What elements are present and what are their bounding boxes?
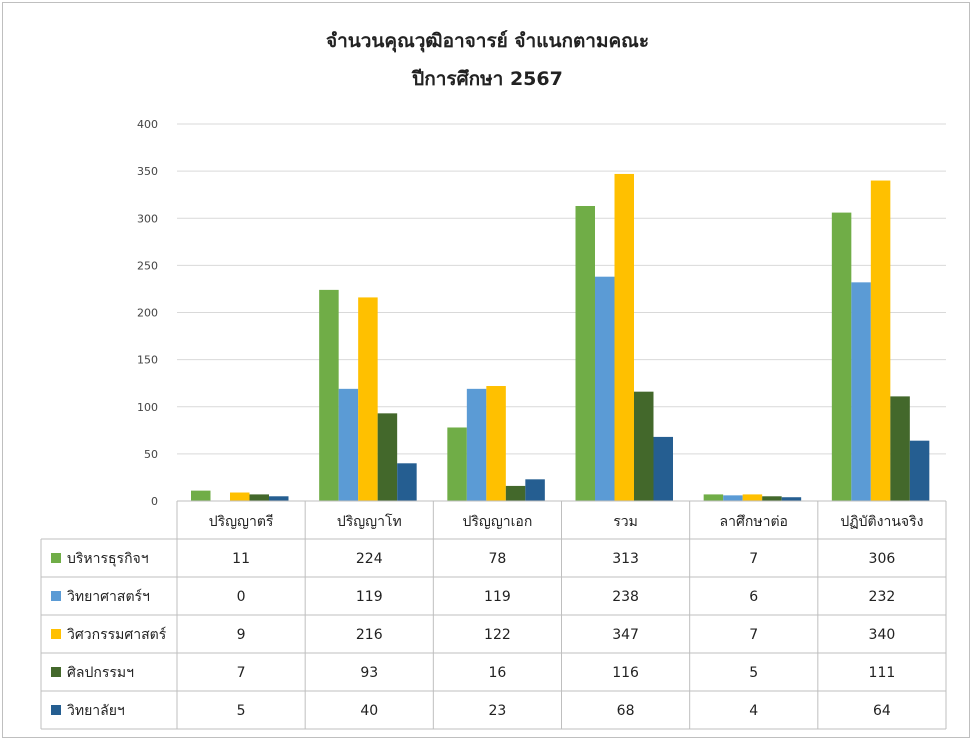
bar xyxy=(614,173,634,501)
x-category-label: ปริญญาโท xyxy=(337,513,402,530)
data-label: 64 xyxy=(873,703,891,719)
y-tick-label: 350 xyxy=(137,165,158,178)
bar xyxy=(595,276,615,501)
data-label: 116 xyxy=(612,665,639,681)
bar xyxy=(397,463,417,501)
y-tick-label: 0 xyxy=(151,495,158,508)
data-label: 0 xyxy=(237,589,246,605)
y-tick-label: 200 xyxy=(137,307,158,320)
bar xyxy=(703,494,724,501)
data-label: 119 xyxy=(356,589,383,605)
data-label: 93 xyxy=(360,665,378,681)
bar xyxy=(653,436,673,501)
data-label: 122 xyxy=(484,627,511,643)
data-label: 306 xyxy=(869,551,896,567)
bar xyxy=(525,479,545,501)
bar xyxy=(851,282,871,501)
bar xyxy=(742,494,763,501)
data-label: 5 xyxy=(749,665,758,681)
bar xyxy=(249,494,269,501)
bar xyxy=(358,297,378,501)
data-label: 11 xyxy=(232,551,250,567)
y-tick-label: 100 xyxy=(137,401,158,414)
data-label: 111 xyxy=(869,665,896,681)
legend-swatch xyxy=(51,629,61,639)
data-label: 232 xyxy=(869,589,896,605)
bar xyxy=(486,386,506,501)
bar xyxy=(762,496,782,501)
y-tick-label: 150 xyxy=(137,354,158,367)
data-label: 5 xyxy=(237,703,246,719)
bar xyxy=(191,490,211,501)
y-tick-label: 50 xyxy=(144,448,158,461)
bar xyxy=(723,495,743,501)
x-category-label: รวม xyxy=(613,514,638,530)
bar xyxy=(575,205,595,501)
bar xyxy=(634,391,654,501)
data-label: 6 xyxy=(749,589,758,605)
chart-subtitle: ปีการศึกษา 2567 xyxy=(412,68,563,90)
data-label: 347 xyxy=(612,627,639,643)
bar xyxy=(505,485,526,501)
legend-label: วิศวกรรมศาสตร์ xyxy=(67,626,167,643)
y-tick-label: 250 xyxy=(137,259,158,272)
data-label: 7 xyxy=(749,551,758,567)
bar xyxy=(781,497,802,501)
data-label: 78 xyxy=(489,551,507,567)
data-label: 224 xyxy=(356,551,383,567)
y-tick-label: 300 xyxy=(137,212,158,225)
legend-swatch xyxy=(51,705,61,715)
bar xyxy=(338,388,359,501)
data-label: 313 xyxy=(612,551,639,567)
bar xyxy=(377,413,398,501)
data-label: 7 xyxy=(749,627,758,643)
chart-title: จำนวนคุณวุฒิอาจารย์ จำแนกตามคณะ xyxy=(325,30,650,52)
legend-label: ศิลปกรรมฯ xyxy=(67,665,134,681)
bar xyxy=(831,212,852,501)
bar xyxy=(466,388,487,501)
bar xyxy=(909,440,930,501)
x-category-label: ปริญญาเอก xyxy=(463,514,533,530)
data-label: 7 xyxy=(237,665,246,681)
bar xyxy=(870,180,891,502)
data-label: 340 xyxy=(869,627,896,643)
data-label: 9 xyxy=(237,627,246,643)
bar xyxy=(890,396,910,501)
x-category-label: ปริญญาตรี xyxy=(209,514,274,530)
bar xyxy=(319,289,339,501)
data-label: 4 xyxy=(749,703,758,719)
data-label: 238 xyxy=(612,589,639,605)
data-label: 23 xyxy=(489,703,507,719)
data-label: 40 xyxy=(360,703,378,719)
x-category-label: ลาศึกษาต่อ xyxy=(720,514,788,530)
y-tick-label: 400 xyxy=(137,118,158,131)
legend-swatch xyxy=(51,591,61,601)
x-category-label: ปฏิบัติงานจริง xyxy=(840,514,923,530)
legend-swatch xyxy=(51,667,61,677)
legend-label: บริหารธุรกิจฯ xyxy=(67,551,149,567)
data-label: 68 xyxy=(617,703,635,719)
legend-swatch xyxy=(51,553,61,563)
bar xyxy=(269,496,289,501)
data-label: 216 xyxy=(356,627,383,643)
data-label: 119 xyxy=(484,589,511,605)
bar xyxy=(230,492,250,501)
legend-label: วิทยาศาสตร์ฯ xyxy=(67,588,150,605)
bar xyxy=(447,427,467,501)
data-label: 16 xyxy=(489,665,507,681)
legend-label: วิทยาลัยฯ xyxy=(67,703,125,719)
